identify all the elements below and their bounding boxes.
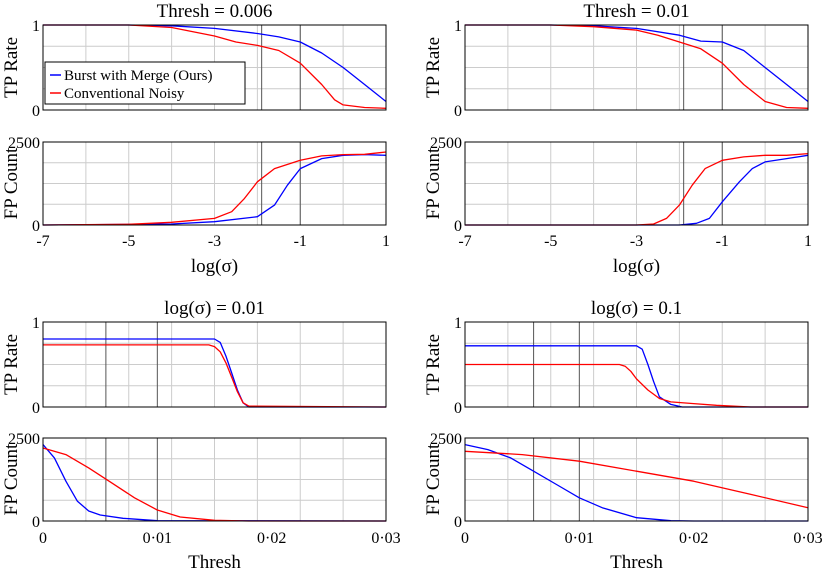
y-tick-label: 0 — [454, 400, 462, 417]
y-axis-label: TP Rate — [1, 334, 22, 395]
series-line-conventional-noisy — [465, 363, 808, 408]
y-tick-label: 2500 — [8, 431, 40, 448]
y-tick-label: 0 — [32, 103, 40, 120]
x-tick-label: 0·02 — [257, 530, 286, 547]
plot-frame — [464, 321, 809, 408]
plot-frame — [42, 24, 387, 111]
series-line-burst-merge — [465, 345, 808, 408]
y-tick-label: 2500 — [8, 135, 40, 152]
series-line-burst-merge — [42, 444, 387, 522]
series-line-conventional-noisy — [465, 24, 809, 109]
y-tick-label: 2500 — [430, 135, 462, 152]
y-axis-label: TP Rate — [423, 37, 444, 98]
y-axis-label: FP Count — [1, 147, 22, 219]
x-tick-label: -3 — [630, 233, 643, 250]
x-tick-label: -5 — [122, 233, 135, 250]
series-line-conventional-noisy — [43, 24, 387, 109]
x-axis-label: log(σ) — [191, 256, 238, 277]
series-line-conventional-noisy — [42, 151, 387, 226]
plot-frame — [42, 321, 387, 408]
panel-title: Thresh = 0.006 — [157, 1, 273, 22]
x-tick-label: -7 — [36, 233, 49, 250]
y-tick-label: 1 — [32, 18, 40, 35]
x-tick-label: 0 — [461, 530, 469, 547]
panel-title: log(σ) = 0.01 — [164, 298, 265, 319]
x-tick-label: 0·03 — [793, 530, 822, 547]
y-axis-label: TP Rate — [1, 37, 22, 98]
x-tick-label: -5 — [544, 233, 557, 250]
series-line-burst-merge — [465, 154, 809, 226]
y-tick-label: 1 — [32, 315, 40, 332]
y-axis-label: FP Count — [423, 443, 444, 515]
plot-frame — [42, 141, 387, 226]
series-line-burst-merge — [43, 24, 387, 103]
y-tick-label: 0 — [454, 218, 462, 235]
y-tick-label: 2500 — [430, 431, 462, 448]
x-tick-label: 0·02 — [679, 530, 708, 547]
y-tick-label: 0 — [454, 103, 462, 120]
y-axis-label: TP Rate — [423, 334, 444, 395]
x-axis-label: Thresh — [188, 552, 241, 570]
panel-title: Thresh = 0.01 — [583, 1, 689, 22]
x-axis-label: log(σ) — [613, 256, 660, 277]
x-tick-label: -1 — [716, 233, 729, 250]
x-tick-label: -7 — [458, 233, 471, 250]
legend-box — [44, 61, 246, 105]
x-tick-label: -1 — [294, 233, 307, 250]
y-tick-label: 0 — [32, 514, 40, 531]
x-tick-label: 0·01 — [143, 530, 172, 547]
x-tick-label: 0·03 — [371, 530, 400, 547]
x-tick-label: 1 — [804, 233, 812, 250]
y-tick-label: 1 — [454, 18, 462, 35]
legend-entry: Conventional Noisy — [64, 86, 185, 102]
plot-frame — [464, 141, 809, 226]
series-line-conventional-noisy — [464, 450, 809, 509]
x-tick-label: 0·01 — [565, 530, 594, 547]
series-line-conventional-noisy — [465, 152, 809, 226]
x-tick-label: 0 — [39, 530, 47, 547]
legend-entry: Burst with Merge (Ours) — [64, 68, 212, 84]
plot-frame — [464, 437, 809, 522]
y-axis-label: FP Count — [1, 443, 22, 515]
y-tick-label: 0 — [32, 400, 40, 417]
y-tick-label: 0 — [32, 218, 40, 235]
x-tick-label: 1 — [382, 233, 390, 250]
x-axis-label: Thresh — [610, 552, 663, 570]
y-tick-label: 1 — [454, 315, 462, 332]
x-tick-label: -3 — [208, 233, 221, 250]
y-tick-label: 0 — [454, 514, 462, 531]
y-axis-label: FP Count — [423, 147, 444, 219]
plot-frame — [42, 437, 387, 522]
panel-title: log(σ) = 0.1 — [591, 298, 682, 319]
plot-frame — [464, 24, 809, 111]
series-line-conventional-noisy — [43, 344, 387, 408]
